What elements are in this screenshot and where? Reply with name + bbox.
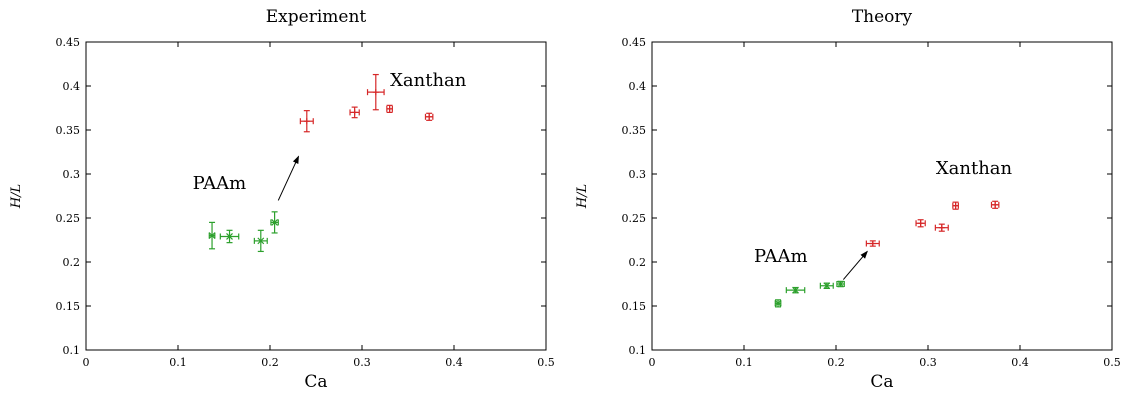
- y-axis-ticks: 0.1 0.15 0.2 0.25 0.3 0.35 0.4 0.45: [56, 36, 546, 357]
- xanthan-data-point: [865, 240, 880, 247]
- y-tick-label: 0.45: [56, 36, 81, 49]
- marker: [271, 218, 279, 226]
- xanthan-data-point: [934, 223, 949, 232]
- theory-panel: Theory 0.10.150.20.250.30.350.40.45 0 0.1…: [575, 7, 1121, 392]
- y-tick-label: 0.3: [629, 168, 647, 181]
- marker: [792, 286, 799, 294]
- y-tick-label: 0.35: [56, 124, 81, 137]
- paam-data-point: [819, 282, 834, 290]
- marker: [226, 233, 233, 240]
- x-tick-label: 0.3: [919, 356, 937, 369]
- x-tick-label: 0: [649, 356, 656, 369]
- xanthan-data-point: [349, 106, 360, 119]
- x-tick-label: 0.1: [169, 356, 187, 369]
- y-axis-title: H/L: [9, 184, 24, 209]
- experiment-panel: Experiment 0.10.150.20.250.30.350.40.45 …: [9, 7, 555, 392]
- x-tick-label: 0.3: [353, 356, 371, 369]
- marker: [257, 237, 265, 245]
- x-axis-ticks: 0 0.1 0.2 0.3 0.4 0.5: [83, 42, 555, 369]
- xanthan-data-point: [424, 112, 434, 121]
- annotation-arrow: [842, 250, 868, 280]
- data-points: [208, 73, 434, 253]
- xanthan-data-point: [915, 219, 926, 228]
- annotation-xanthan: Xanthan: [936, 158, 1013, 179]
- y-tick-label: 0.35: [622, 124, 647, 137]
- marker: [208, 232, 216, 240]
- x-axis-title: Ca: [870, 372, 893, 392]
- marker: [837, 280, 845, 288]
- marker: [823, 282, 831, 290]
- paam-data-point: [270, 211, 279, 234]
- plot-frame: [651, 41, 1113, 351]
- x-tick-label: 0.2: [261, 356, 279, 369]
- y-tick-label: 0.1: [63, 344, 81, 357]
- xanthan-data-point: [990, 200, 1000, 209]
- xanthan-data-point: [366, 73, 385, 111]
- y-tick-label: 0.2: [63, 256, 81, 269]
- x-tick-label: 0.5: [1103, 356, 1121, 369]
- paam-data-point: [774, 299, 782, 308]
- y-tick-label: 0.2: [629, 256, 647, 269]
- paam-data-point: [836, 280, 845, 288]
- x-tick-label: 0.4: [445, 356, 463, 369]
- y-tick-label: 0.25: [622, 212, 647, 225]
- paam-data-point: [208, 221, 216, 250]
- x-tick-label: 0.1: [735, 356, 753, 369]
- y-tick-label: 0.3: [63, 168, 81, 181]
- y-tick-label: 0.15: [56, 300, 81, 313]
- x-axis-ticks: 0 0.1 0.2 0.3 0.4 0.5: [649, 42, 1121, 369]
- panel-title: Experiment: [266, 7, 367, 27]
- paam-data-point: [785, 286, 806, 294]
- y-tick-label: 0.4: [63, 80, 81, 93]
- x-axis-title: Ca: [304, 372, 327, 392]
- y-axis-title: H/L: [575, 184, 590, 209]
- annotation-paam: PAAm: [754, 246, 808, 267]
- x-tick-label: 0: [83, 356, 90, 369]
- marker: [774, 299, 782, 307]
- x-tick-label: 0.4: [1011, 356, 1029, 369]
- xanthan-data-point: [299, 110, 314, 133]
- y-tick-label: 0.4: [629, 80, 647, 93]
- annotation-arrow: [277, 155, 299, 201]
- xanthan-data-point: [386, 104, 393, 114]
- xanthan-data-point: [952, 201, 959, 210]
- annotation-paam: PAAm: [193, 173, 247, 194]
- annotation-xanthan: Xanthan: [390, 70, 467, 91]
- y-tick-label: 0.25: [56, 212, 81, 225]
- data-points: [774, 200, 1000, 308]
- y-tick-label: 0.45: [622, 36, 647, 49]
- paam-data-point: [219, 229, 240, 244]
- y-tick-label: 0.1: [629, 344, 647, 357]
- plot-frame: [85, 41, 547, 351]
- y-tick-label: 0.15: [622, 300, 647, 313]
- y-axis-ticks: 0.1 0.15 0.2 0.25 0.3 0.35 0.4 0.45: [622, 36, 1112, 357]
- panel-title: Theory: [852, 7, 913, 27]
- x-tick-label: 0.2: [827, 356, 845, 369]
- x-tick-label: 0.5: [537, 356, 555, 369]
- paam-data-point: [253, 229, 268, 253]
